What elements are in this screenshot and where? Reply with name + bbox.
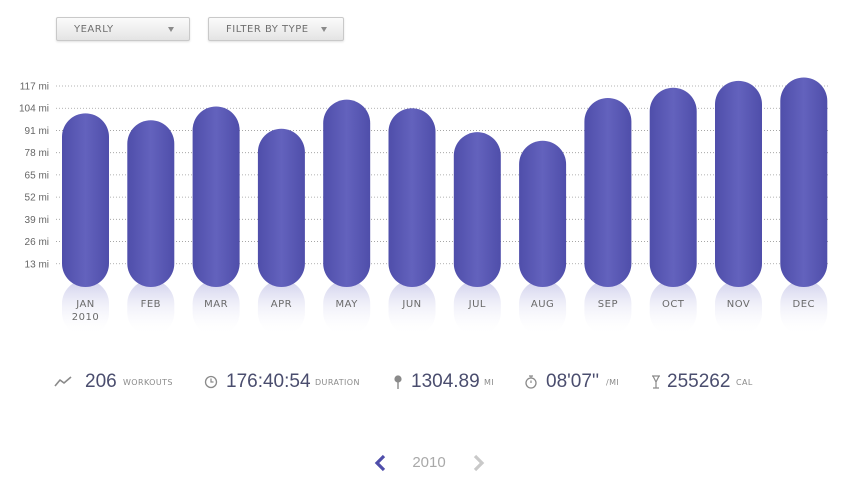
- pace-unit: /MI: [606, 378, 620, 387]
- bar: [453, 132, 501, 287]
- bar-reflection: [649, 280, 697, 336]
- x-tick-label: SEP: [598, 299, 618, 310]
- y-tick-label: 13 mi: [25, 259, 49, 270]
- bar-reflection: [388, 280, 436, 336]
- filter-by-type-dropdown[interactable]: FILTER BY TYPE: [208, 17, 344, 41]
- bar-reflections: [62, 280, 828, 336]
- pager-year: 2010: [412, 454, 446, 471]
- y-tick-label: 91 mi: [25, 126, 49, 137]
- bar-reflection: [584, 280, 632, 336]
- bar-reflection: [257, 280, 305, 336]
- period-dropdown-label: YEARLY: [74, 24, 114, 35]
- period-dropdown[interactable]: YEARLY: [56, 17, 190, 41]
- bar-reflection: [323, 280, 371, 336]
- x-tick-label: OCT: [662, 299, 685, 310]
- calories-value: 255262: [667, 371, 731, 392]
- bar-reflection: [453, 280, 501, 336]
- y-tick-label: 26 mi: [25, 237, 49, 248]
- workouts-value: 206: [85, 371, 117, 392]
- x-tick-label: JUN: [401, 299, 421, 310]
- y-tick-label: 78 mi: [25, 148, 49, 159]
- bar: [780, 77, 828, 287]
- bar: [323, 99, 371, 287]
- bar: [127, 120, 175, 287]
- x-tick-label: APR: [271, 299, 292, 310]
- bar-reflection: [62, 280, 109, 336]
- bar: [715, 80, 762, 287]
- bar-reflection: [519, 280, 567, 336]
- bar-reflection: [192, 280, 240, 336]
- year-pager: 2010: [0, 450, 859, 476]
- chevron-down-icon: [168, 27, 174, 32]
- bar: [257, 128, 305, 287]
- x-tick-label: MAY: [336, 299, 359, 310]
- duration-unit: DURATION: [315, 378, 360, 387]
- monthly-distance-chart: 13 mi 26 mi 39 mi 52 mi 65 mi 78 mi 91 mi 104 m…: [19, 77, 828, 336]
- x-tick-label: MAR: [204, 299, 228, 310]
- bar: [62, 113, 109, 287]
- pace-value: 08'07'': [546, 371, 600, 392]
- x-tick-label: DEC: [793, 299, 816, 310]
- x-axis-labels: JAN 2010 FEB MAR APR MAY JUN JUL AUG SEP OCT NOV DEC: [72, 299, 815, 323]
- x-tick-label: JAN: [75, 299, 95, 310]
- calories-unit: CAL: [736, 378, 753, 387]
- duration-value: 176:40:54: [226, 371, 311, 392]
- chevron-down-icon: [321, 27, 327, 32]
- x-tick-label: FEB: [141, 299, 161, 310]
- map-pin-icon: [394, 375, 402, 389]
- workouts-trend-icon: [54, 376, 72, 387]
- bar: [649, 87, 697, 287]
- bar: [192, 106, 240, 287]
- previous-year-arrow-icon[interactable]: [373, 454, 387, 472]
- summary-stats: 206 WORKOUTS 176:40:54 DURATION 1304.89 …: [0, 370, 859, 394]
- x-tick-label: AUG: [531, 299, 554, 310]
- y-tick-label: 65 mi: [25, 170, 49, 181]
- calories-icon: [652, 375, 660, 389]
- y-axis-ticks: 13 mi 26 mi 39 mi 52 mi 65 mi 78 mi 91 mi 104 m…: [19, 82, 49, 271]
- bar-reflection: [715, 280, 762, 336]
- y-tick-label: 39 mi: [25, 215, 49, 226]
- bar: [584, 97, 632, 287]
- next-year-arrow-icon[interactable]: [472, 454, 486, 472]
- bars: [62, 77, 828, 287]
- distance-value: 1304.89: [411, 371, 480, 392]
- distance-unit: MI: [484, 378, 495, 387]
- stopwatch-icon: [525, 375, 537, 389]
- clock-icon: [204, 375, 218, 389]
- y-tick-label: 104 mi: [19, 104, 49, 115]
- bar: [388, 108, 436, 287]
- x-tick-sublabel: 2010: [72, 312, 99, 323]
- bar-reflection: [127, 280, 175, 336]
- y-tick-label: 52 mi: [25, 193, 49, 204]
- filter-dropdown-label: FILTER BY TYPE: [226, 24, 309, 35]
- workouts-unit: WORKOUTS: [123, 378, 173, 387]
- x-tick-label: JUL: [468, 299, 486, 310]
- bar-reflection: [780, 280, 828, 336]
- bar: [519, 140, 567, 287]
- y-tick-label: 117 mi: [20, 82, 49, 93]
- x-tick-label: NOV: [727, 299, 751, 310]
